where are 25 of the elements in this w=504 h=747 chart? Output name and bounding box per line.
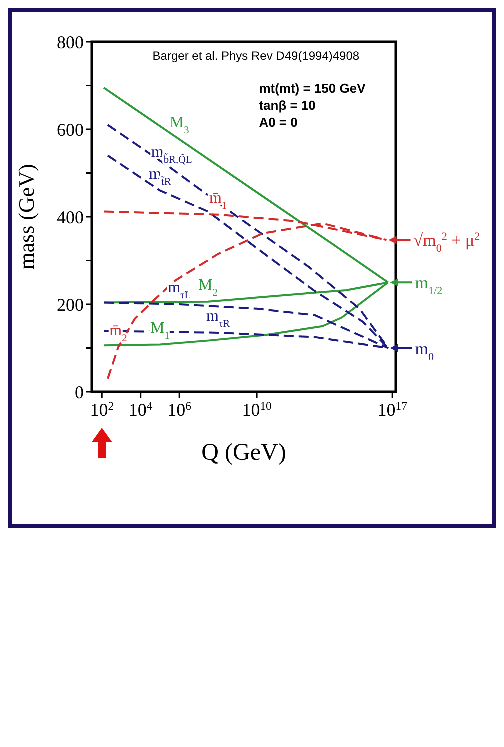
y-axis-title: mass (GeV): [14, 164, 39, 270]
series-label: m̄$_{2}$: [110, 322, 128, 344]
y-tick-label: 800: [57, 32, 84, 52]
x-tick-label: 10$^{10}$: [242, 400, 272, 420]
x-tick-label: 10$^{17}$: [378, 400, 408, 420]
text: m$_{1/2}$: [415, 274, 443, 298]
annotation: Barger et al. Phys Rev D49(1994)4908: [152, 49, 360, 63]
series-label: M$_{2}$: [198, 276, 218, 298]
y-tick-label: 200: [57, 294, 84, 315]
annotation: A0 = 0: [259, 115, 298, 130]
series-label: m$_{b̃R,Q̃L}$: [151, 144, 192, 166]
x-tick-label: 10$^{4}$: [128, 400, 153, 420]
y-tick-label: 600: [57, 120, 84, 140]
text: m$_{0}$: [415, 339, 435, 364]
y-tick-label: 0: [75, 382, 84, 402]
series-label: m$_{τ̃R}$: [206, 308, 230, 330]
series-label: M$_{3}$: [170, 114, 190, 136]
x-axis-title: Q (GeV): [202, 440, 286, 466]
y-tick-label: 400: [57, 207, 84, 228]
x-tick-label: 10$^{2}$: [90, 400, 114, 420]
text: √m$_{0}$$^{2}$ + μ$^{2}$: [414, 231, 480, 256]
annotation: tanβ = 10: [259, 98, 316, 113]
annotation: mt(mt) = 150 GeV: [259, 81, 366, 96]
series-label: m$_{τ̃L}$: [168, 280, 192, 301]
x-tick-label: 10$^{6}$: [168, 400, 192, 420]
